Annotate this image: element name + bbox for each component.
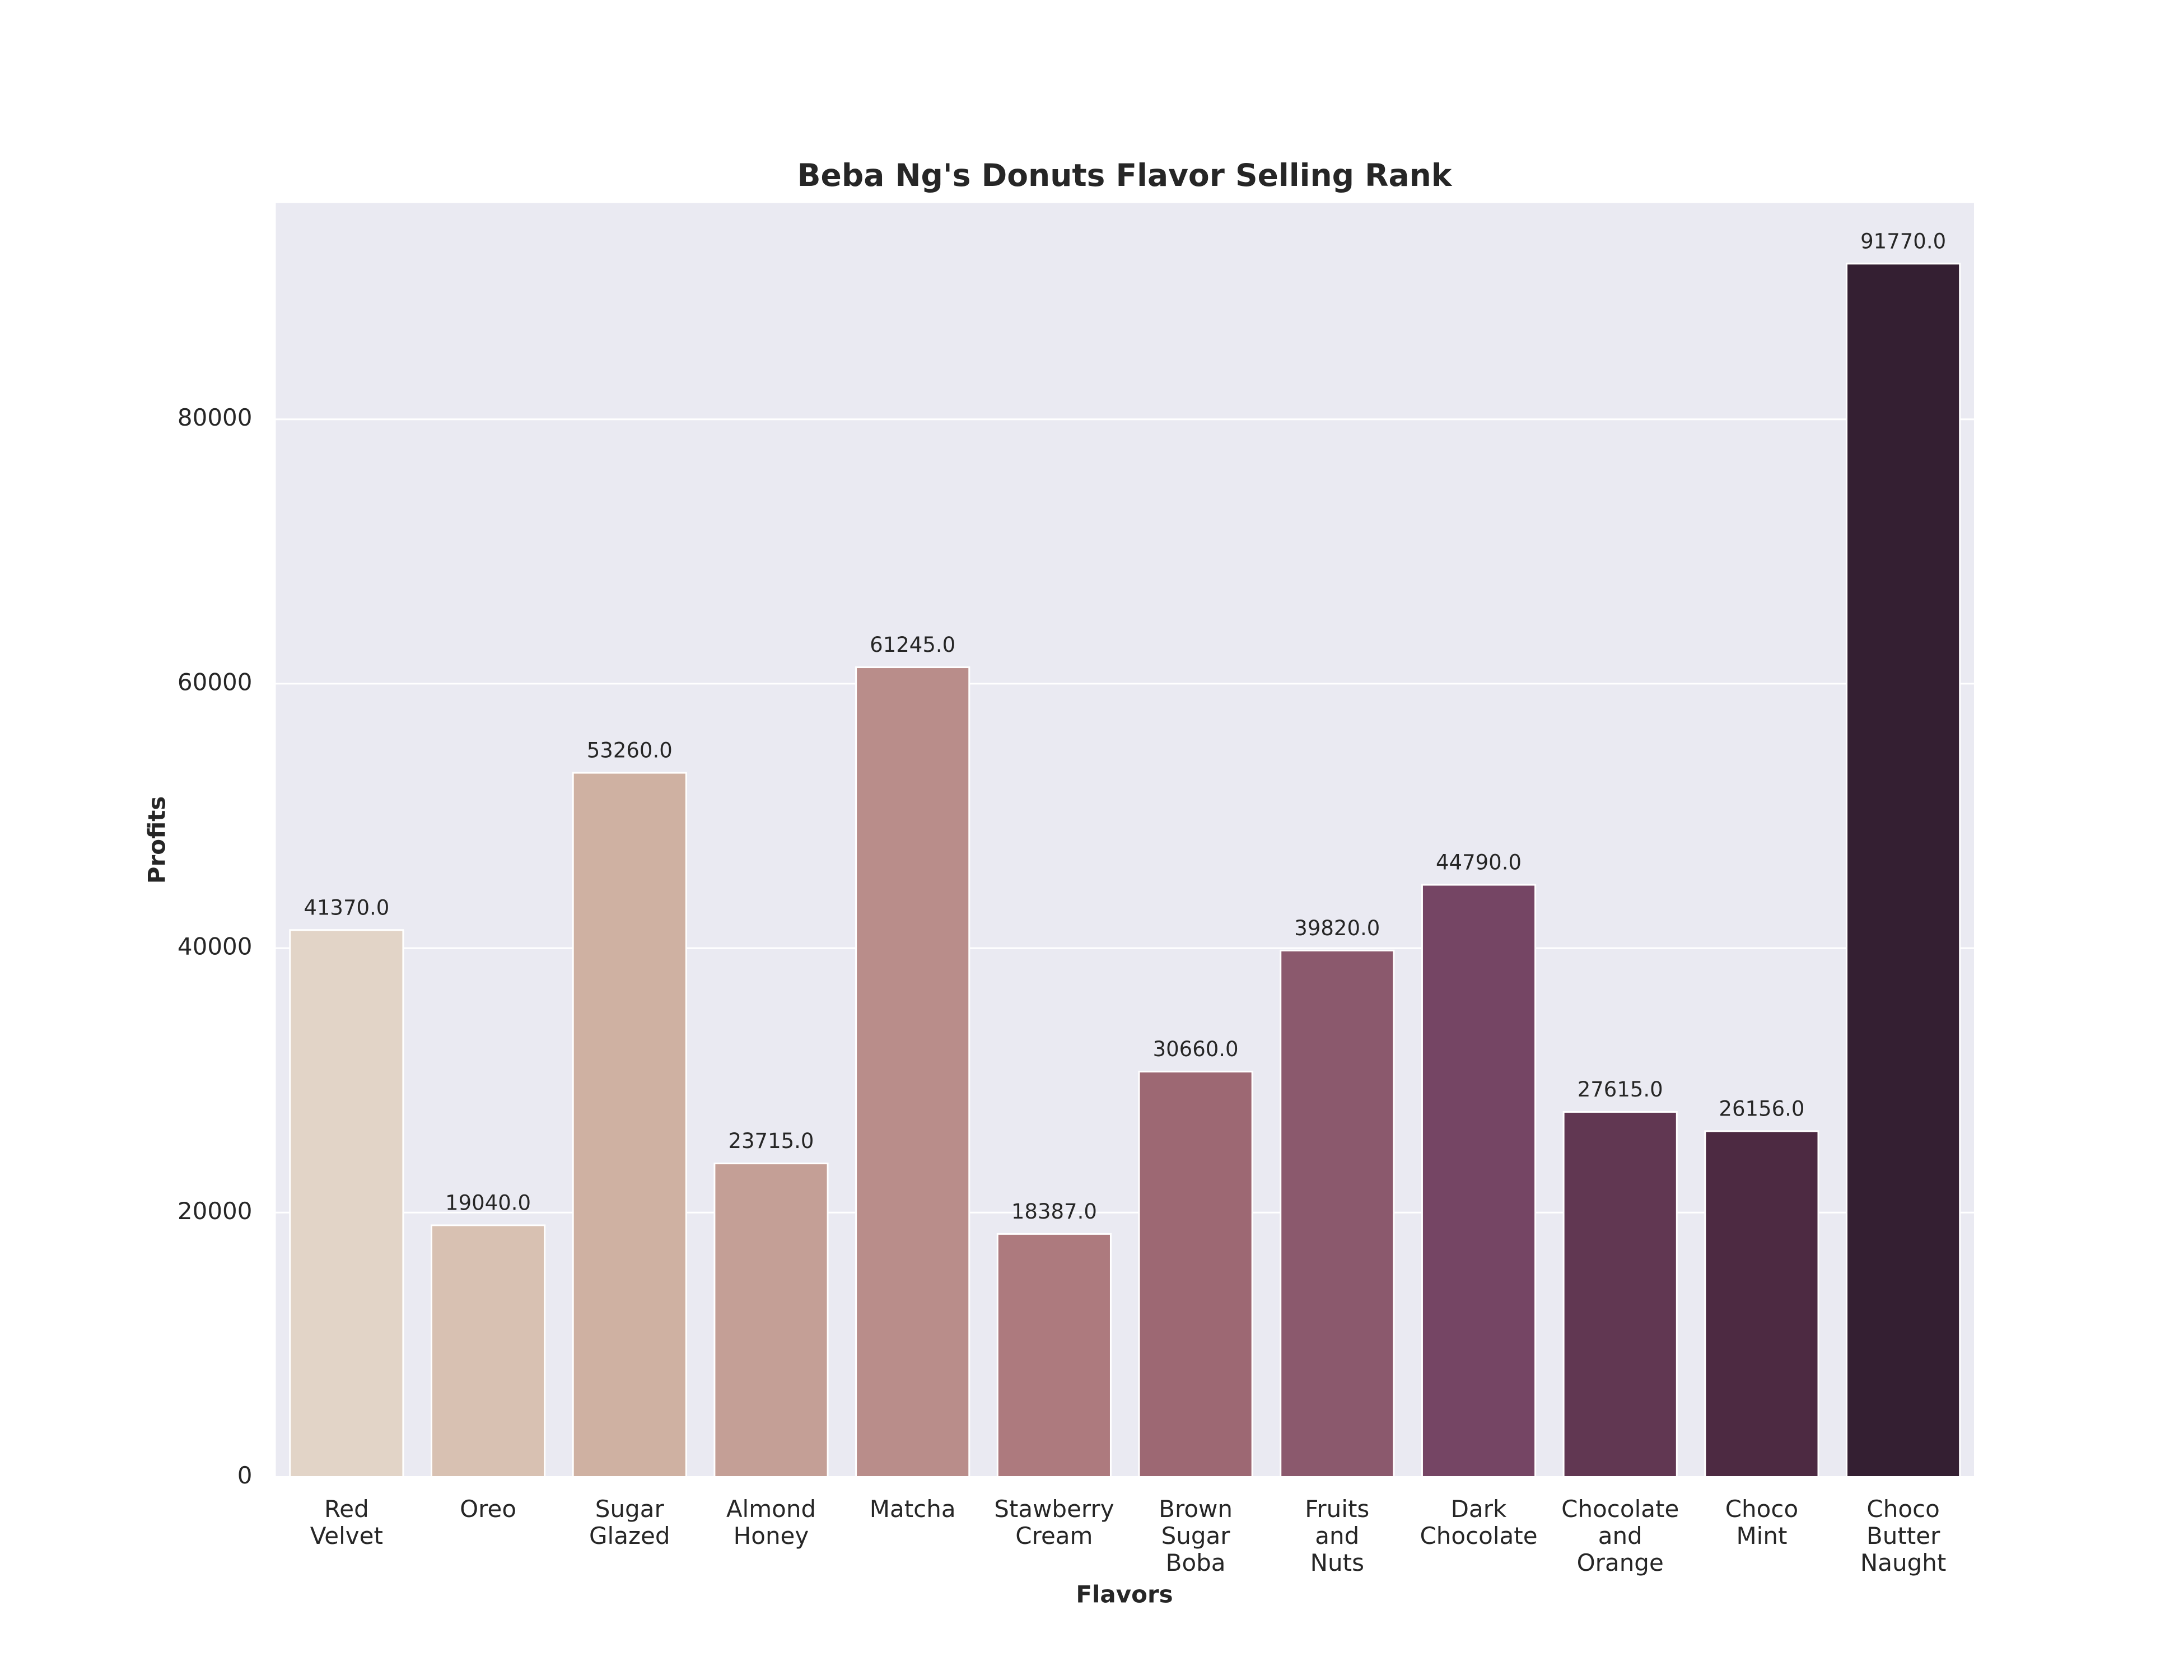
value-label: 26156.0 bbox=[1719, 1096, 1804, 1121]
value-label: 61245.0 bbox=[870, 633, 955, 657]
x-tick-label: Choco Butter Naught bbox=[1860, 1495, 1947, 1576]
x-tick-label: Fruits and Nuts bbox=[1305, 1495, 1370, 1576]
value-label: 30660.0 bbox=[1153, 1037, 1239, 1061]
y-tick-label: 0 bbox=[237, 1462, 253, 1489]
x-tick-label: Oreo bbox=[460, 1495, 517, 1523]
bar bbox=[572, 772, 687, 1478]
x-tick-label: Matcha bbox=[869, 1495, 956, 1523]
bar bbox=[430, 1224, 546, 1478]
y-tick-label: 60000 bbox=[178, 668, 253, 696]
x-axis-label: Flavors bbox=[1076, 1581, 1173, 1608]
x-tick-label: Sugar Glazed bbox=[589, 1495, 670, 1550]
y-axis-label: Profits bbox=[143, 796, 171, 884]
y-tick-label: 80000 bbox=[178, 404, 253, 431]
bar bbox=[1280, 949, 1395, 1478]
x-tick-label: Almond Honey bbox=[726, 1495, 816, 1550]
bar bbox=[1562, 1111, 1678, 1478]
value-label: 91770.0 bbox=[1860, 229, 1946, 253]
bar bbox=[1846, 263, 1961, 1478]
x-tick-label: Stawberry Cream bbox=[994, 1495, 1114, 1550]
value-label: 44790.0 bbox=[1436, 851, 1522, 875]
x-tick-label: Choco Mint bbox=[1725, 1495, 1799, 1550]
bar bbox=[1704, 1130, 1819, 1478]
bar bbox=[289, 929, 404, 1478]
y-tick-label: 40000 bbox=[178, 933, 253, 960]
plot-area bbox=[276, 203, 1974, 1477]
y-tick-label: 20000 bbox=[178, 1197, 253, 1225]
value-label: 23715.0 bbox=[728, 1129, 814, 1153]
bar bbox=[996, 1233, 1112, 1478]
bar bbox=[855, 666, 970, 1478]
bar bbox=[1421, 884, 1537, 1478]
bar bbox=[1138, 1071, 1253, 1478]
bar bbox=[713, 1163, 829, 1478]
x-tick-label: Red Velvet bbox=[310, 1495, 383, 1550]
value-label: 27615.0 bbox=[1578, 1077, 1663, 1102]
x-tick-label: Chocolate and Orange bbox=[1561, 1495, 1679, 1576]
value-label: 53260.0 bbox=[587, 739, 673, 763]
value-label: 19040.0 bbox=[445, 1191, 531, 1215]
value-label: 41370.0 bbox=[304, 895, 389, 920]
chart-title: Beba Ng's Donuts Flavor Selling Rank bbox=[797, 157, 1453, 193]
value-label: 39820.0 bbox=[1294, 916, 1380, 940]
x-tick-label: Brown Sugar Boba bbox=[1159, 1495, 1233, 1576]
x-tick-label: Dark Chocolate bbox=[1420, 1495, 1538, 1550]
value-label: 18387.0 bbox=[1011, 1200, 1097, 1224]
